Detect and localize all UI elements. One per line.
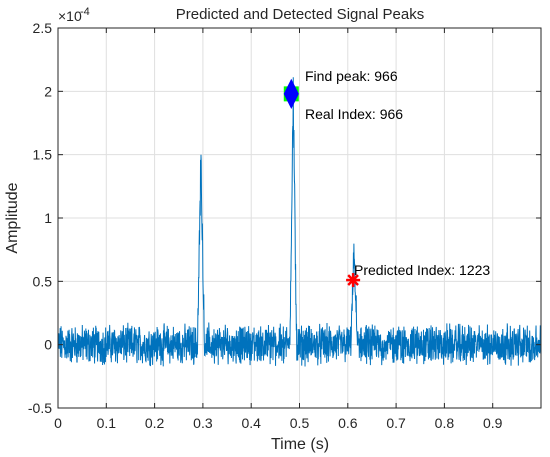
x-tick-label: 0.6 [338,415,358,431]
axes-box [57,27,542,409]
x-tick-label: 0 [54,415,62,431]
y-tick-label: 2.5 [33,20,53,36]
y-tick-label: 2 [44,83,52,99]
y-axis-label: Amplitude [4,182,21,253]
x-tick-label: 0.4 [241,415,261,431]
y-tick-label: 1.5 [33,147,53,163]
predicted-index-marker [346,273,361,288]
x-tick-label: 0.7 [386,415,406,431]
x-tick-label: 0.2 [145,415,165,431]
x-tick-label: 0.3 [193,415,213,431]
x-tick-label: 0.1 [97,415,117,431]
chart-title: Predicted and Detected Signal Peaks [176,6,425,23]
x-tick-label: 0.9 [483,415,503,431]
y-tick-label: 1 [44,210,52,226]
plot-area [57,77,542,367]
y-exponent: ×10 -4 [58,6,90,24]
signal-series-line [57,77,542,367]
y-exponent-base: ×10 [58,8,82,24]
y-tick-label: 0 [44,337,52,353]
x-tick-label: 0.8 [435,415,455,431]
x-axis-label: Time (s) [271,436,329,453]
y-tick-label: -0.5 [28,400,52,416]
y-tick-label: 0.5 [33,273,53,289]
asterisk-stroke [347,274,359,286]
real-index-annotation: Real Index: 966 [305,106,403,122]
real-index-marker [283,78,299,109]
x-tick-label: 0.5 [290,415,310,431]
y-exponent-power: -4 [80,6,90,18]
predicted-index-annotation: Predicted Index: 1223 [354,262,490,278]
tick-labels: 0 0.1 0.2 0.3 0.4 0.5 0.6 0.7 0.8 0.9-0.500.511.5… [28,20,503,431]
find-peak-annotation: Find peak: 966 [305,68,398,84]
markers-layer [283,78,361,288]
